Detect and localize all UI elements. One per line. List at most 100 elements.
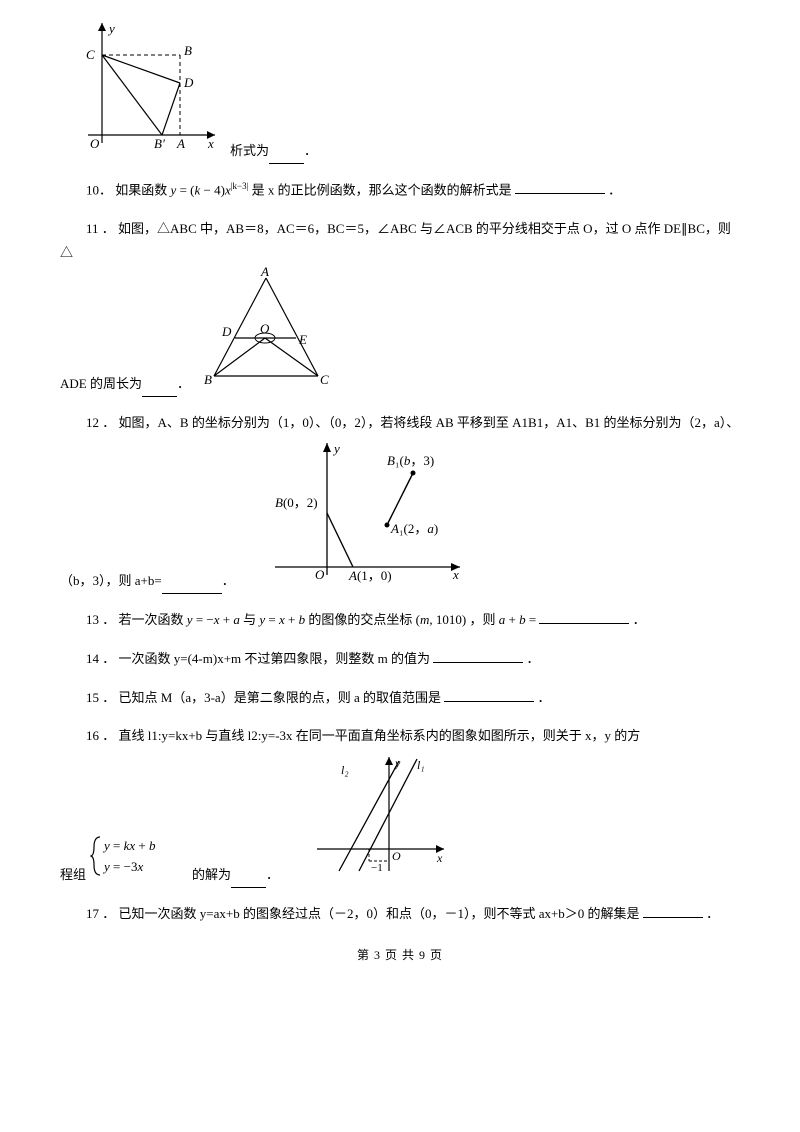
q12-num: 12 ． — [86, 415, 115, 430]
svg-text:l₁: l₁ — [417, 758, 425, 772]
q10-period: ． — [608, 182, 621, 197]
q16-num: 16 ． — [86, 728, 115, 743]
svg-text:B₁(b，3): B₁(b，3) — [387, 453, 434, 468]
svg-text:A₁(2，a): A₁(2，a) — [390, 521, 438, 536]
q17-t1: 已知一次函数 y=ax+b 的图象经过点（－2，0）和点（0，－1），则不等式 … — [119, 906, 640, 921]
q10-mid: − 4) — [200, 182, 225, 197]
svg-text:C: C — [320, 372, 329, 387]
q13-f1eq: = − — [193, 612, 214, 627]
footer-text: 第 3 页 共 9 页 — [357, 948, 443, 962]
question-15: 15 ． 已知点 M（a，3-a）是第二象限的点，则 a 的取值范围是 ． — [60, 686, 740, 711]
svg-text:B': B' — [154, 136, 165, 151]
q11-num: 11 ． — [86, 221, 115, 236]
svg-text:A: A — [260, 266, 269, 279]
q13-f1p: + — [220, 612, 234, 627]
q15-t1: 已知点 M（a，3-a）是第二象限的点，则 a 的取值范围是 — [119, 690, 441, 705]
q13-f2eq: = — [265, 612, 279, 627]
q11-t2: ADE 的周长为 — [60, 372, 142, 397]
q10-exp: |k−3| — [231, 181, 249, 191]
svg-text:E: E — [298, 332, 307, 347]
svg-text:−1: −1 — [371, 862, 383, 874]
figure-q9: y C B D O B' A x — [60, 15, 230, 164]
q12-period: ． — [222, 569, 235, 594]
q12-t2: （b，3），则 a+b= — [60, 569, 162, 594]
q13-t4: ，则 — [469, 612, 495, 627]
question-14: 14 ． 一次函数 y=(4-m)x+m 不过第四象限，则整数 m 的值为 ． — [60, 647, 740, 672]
figure-q12: O x y B(0，2) A(1，0) A₁(2，a) B₁(b，3) — [255, 435, 475, 594]
question-10: 10． 如果函数 y = (k − 4)x|k−3| 是 x 的正比例函数，那么… — [60, 178, 740, 203]
q13-f2b: b — [299, 612, 306, 627]
svg-text:O: O — [260, 321, 270, 336]
q13-sp: + — [505, 612, 519, 627]
svg-text:B: B — [184, 43, 192, 58]
q16-t3: 的解为 — [192, 863, 231, 888]
q16-period: ． — [266, 863, 279, 888]
q15-period: ． — [537, 690, 550, 705]
q13-f2p: + — [285, 612, 299, 627]
question-11: 11 ． 如图，△ABC 中，AB＝8，AC＝6，BC＝5，∠ABC 与∠ACB… — [60, 217, 740, 397]
svg-text:O: O — [315, 567, 325, 582]
svg-text:y = −3x: y = −3x — [102, 859, 143, 874]
q13-blank — [539, 610, 629, 624]
q13-t3: 的图像的交点坐标 — [308, 612, 412, 627]
q11-t1: 如图，△ABC 中，AB＝8，AC＝6，BC＝5，∠ABC 与∠ACB 的平分线… — [60, 221, 731, 261]
question-16: 16 ． 直线 l1:y=kx+b 与直线 l2:y=-3x 在同一平面直角坐标… — [60, 724, 740, 887]
svg-text:l₂: l₂ — [341, 763, 349, 777]
q11-blank — [142, 383, 177, 397]
svg-text:y: y — [107, 21, 115, 36]
svg-text:O: O — [90, 136, 100, 151]
svg-text:B(0，2): B(0，2) — [275, 495, 318, 510]
q14-num: 14 ． — [86, 651, 115, 666]
q9-blank — [269, 150, 304, 164]
svg-text:D: D — [221, 324, 232, 339]
question-9-tail: y C B D O B' A x 析式为 ． — [60, 15, 740, 164]
svg-text:C: C — [86, 47, 95, 62]
q15-blank — [444, 688, 534, 702]
q11-period: ． — [177, 372, 190, 397]
svg-text:B: B — [204, 372, 212, 387]
svg-text:y: y — [332, 441, 340, 456]
q10-t1: 如果函数 — [115, 182, 167, 197]
q13-cm: m — [420, 612, 429, 627]
system-brace: y = kx + b y = −3x — [90, 833, 188, 888]
q9-period: ． — [304, 139, 317, 164]
svg-text:y: y — [394, 756, 401, 770]
q13-cr: , 1010) — [429, 612, 466, 627]
q13-se: = — [526, 612, 540, 627]
q17-period: ． — [706, 906, 719, 921]
page-footer: 第 3 页 共 9 页 — [60, 944, 740, 967]
q14-period: ． — [527, 651, 540, 666]
q16-t1: 直线 l1:y=kx+b 与直线 l2:y=-3x 在同一平面直角坐标系内的图象… — [119, 728, 641, 743]
question-12: 12 ． 如图，A、B 的坐标分别为（1，0）、（0，2），若将线段 AB 平移… — [60, 411, 740, 594]
q17-blank — [643, 904, 703, 918]
svg-text:x: x — [207, 136, 214, 151]
svg-text:O: O — [392, 849, 401, 863]
q10-blank — [515, 180, 605, 194]
svg-text:x: x — [436, 851, 443, 865]
question-17: 17 ． 已知一次函数 y=ax+b 的图象经过点（－2，0）和点（0，－1），… — [60, 902, 740, 927]
q9-suffix-text: 析式为 — [230, 139, 269, 164]
svg-text:y = kx + b: y = kx + b — [102, 838, 156, 853]
question-13: 13 ． 若一次函数 y = −x + a 与 y = x + b 的图像的交点… — [60, 608, 740, 633]
q10-num: 10． — [86, 182, 112, 197]
svg-text:A: A — [176, 136, 185, 151]
figure-q16: y x O −1 l₁ l₂ — [309, 749, 454, 888]
q10-t2: 是 x 的正比例函数，那么这个函数的解析式是 — [252, 182, 512, 197]
q12-t1: 如图，A、B 的坐标分别为（1，0）、（0，2），若将线段 AB 平移到至 A1… — [119, 415, 740, 430]
q10-eq: = ( — [176, 182, 194, 197]
q15-num: 15 ． — [86, 690, 115, 705]
figure-q11: A D O E B C — [196, 266, 341, 397]
q13-num: 13 ． — [86, 612, 115, 627]
q13-period: ． — [633, 612, 646, 627]
q14-t1: 一次函数 y=(4-m)x+m 不过第四象限，则整数 m 的值为 — [119, 651, 431, 666]
svg-text:x: x — [452, 567, 459, 582]
q16-t2: 程组 — [60, 863, 86, 888]
svg-text:A(1，0): A(1，0) — [348, 568, 392, 583]
q17-num: 17 ． — [86, 906, 115, 921]
q16-blank — [231, 874, 266, 888]
q14-blank — [433, 649, 523, 663]
q13-t1: 若一次函数 — [119, 612, 184, 627]
q13-f1a: a — [233, 612, 240, 627]
svg-text:D: D — [183, 75, 194, 90]
q12-blank — [162, 580, 222, 594]
